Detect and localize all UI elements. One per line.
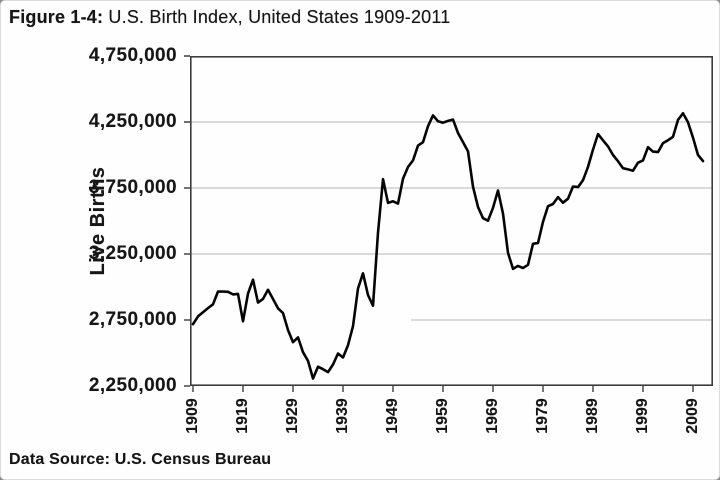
x-tick-label: 1979 xyxy=(534,398,551,434)
x-tick-label: 1999 xyxy=(634,398,651,434)
births-line-series xyxy=(191,111,705,380)
y-tick-label: 4,750,000 xyxy=(88,45,177,66)
figure-title: Figure 1-4: U.S. Birth Index, United Sta… xyxy=(9,7,450,28)
x-tick-label: 1989 xyxy=(584,398,601,434)
x-tick-label: 1969 xyxy=(484,398,501,434)
line-chart-plot xyxy=(184,55,714,392)
y-tick-label: 2,750,000 xyxy=(88,309,177,330)
x-tick-label: 1949 xyxy=(384,398,401,434)
figure-number: Figure 1-4: xyxy=(9,7,104,27)
x-tick-label: 1959 xyxy=(434,398,451,434)
x-tick-label: 1939 xyxy=(334,398,351,434)
x-tick-label: 2009 xyxy=(684,398,701,434)
x-tick-label: 1909 xyxy=(184,398,201,434)
x-tick-label: 1929 xyxy=(284,398,301,434)
plot-border xyxy=(190,56,714,386)
x-tick-label: 1919 xyxy=(234,398,251,434)
data-source-note: Data Source: U.S. Census Bureau xyxy=(9,451,272,468)
y-tick-label: 3,750,000 xyxy=(88,177,177,198)
y-tick-label: 2,250,000 xyxy=(88,375,177,396)
y-tick-label: 4,250,000 xyxy=(88,111,177,132)
y-tick-label: 3,250,000 xyxy=(88,243,177,264)
figure-title-text: U.S. Birth Index, United States 1909-201… xyxy=(103,7,451,27)
